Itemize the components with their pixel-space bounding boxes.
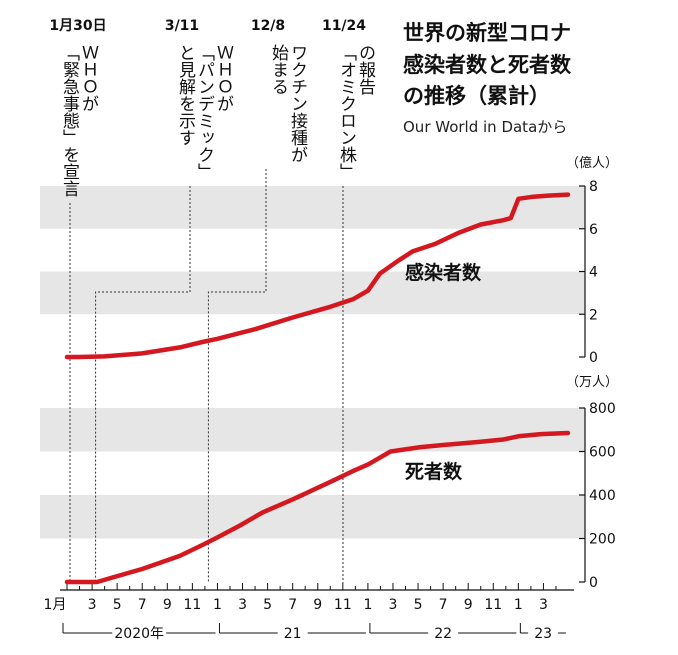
gridband <box>40 408 585 452</box>
event-text: ＷＨＯが <box>213 44 234 112</box>
x-tick-label: 7 <box>288 597 297 613</box>
event-leader-lines <box>69 169 344 583</box>
chart-title: 世界の新型コロナ 感染者数と死者数 の推移（累計） Our World in D… <box>403 21 572 136</box>
x-tick-label: 9 <box>163 597 172 613</box>
event-leader <box>207 169 267 583</box>
y-tick-label: 0 <box>589 575 598 591</box>
y-tick-label: 800 <box>589 401 616 417</box>
event-annotations: 1月30日ＷＨＯが「緊急事態」を宣言3/11ＷＨＯが「パンデミック」と見解を示す… <box>49 18 375 197</box>
x-tick-label: 11 <box>484 597 502 613</box>
y-tick-label: 2 <box>589 307 598 323</box>
x-tick-label: 11 <box>334 597 352 613</box>
y-axes: 0 2 4 6 8 0 200 400 600 800 <box>579 179 616 591</box>
x-tick-label: 3 <box>539 597 548 613</box>
event-text: 「緊急事態」を宣言 <box>59 44 80 197</box>
x-tick-label: 5 <box>113 597 122 613</box>
event-text: と見解を示す <box>175 44 196 146</box>
y-tick-label: 0 <box>589 350 598 366</box>
event-date: 3/11 <box>165 18 199 34</box>
x-tick-label: 1 <box>514 597 523 613</box>
gridband <box>40 495 585 539</box>
infected-unit-label: （億人） <box>566 155 618 171</box>
year-label: 23 <box>534 626 552 642</box>
deaths-series-label: 死者数 <box>405 460 463 483</box>
y-tick-label: 6 <box>589 222 598 238</box>
title-line-2: 感染者数と死者数 <box>403 53 572 77</box>
x-tick-label: 3 <box>88 597 97 613</box>
event-text: ＷＨＯが <box>78 44 99 112</box>
x-tick-label: 3 <box>238 597 247 613</box>
x-tick-label: 9 <box>313 597 322 613</box>
year-label: 2020年 <box>114 626 164 642</box>
event-date: 1月30日 <box>49 18 106 34</box>
event-leader <box>95 186 191 583</box>
background-bands <box>40 186 585 539</box>
y-tick-label: 600 <box>589 445 616 461</box>
series-line <box>64 192 571 360</box>
title-line-3: の推移（累計） <box>403 84 550 108</box>
y-tick-label: 400 <box>589 488 616 504</box>
x-tick-label: 1月 <box>44 597 67 613</box>
x-tick-label: 7 <box>439 597 448 613</box>
event-date: 11/24 <box>322 18 366 34</box>
y-tick-label: 4 <box>589 265 598 281</box>
event-text: の報告 <box>355 44 376 95</box>
event-text: 「パンデミック」 <box>194 44 215 180</box>
gridband <box>40 271 585 315</box>
x-tick-label: 11 <box>183 597 201 613</box>
event-date: 12/8 <box>251 18 285 34</box>
x-tick-label: 1 <box>363 597 372 613</box>
event-text: 始まる <box>268 44 289 95</box>
y-tick-label: 8 <box>589 179 598 195</box>
x-tick-label: 9 <box>464 597 473 613</box>
x-tick-label: 7 <box>138 597 147 613</box>
event-text: 「オミクロン株」 <box>336 44 357 180</box>
x-tick-label: 5 <box>414 597 423 613</box>
x-tick-label: 1 <box>213 597 222 613</box>
deaths-unit-label: （万人） <box>566 375 618 390</box>
year-label: 21 <box>284 626 302 642</box>
y-tick-label: 200 <box>589 532 616 548</box>
infected-series-label: 感染者数 <box>405 261 482 284</box>
series-lines <box>64 192 571 585</box>
x-tick-label: 3 <box>389 597 398 613</box>
series-line <box>64 430 571 585</box>
source-note: Our World in Dataから <box>403 118 567 136</box>
event-text: ワクチン接種が <box>287 44 308 163</box>
title-line-1: 世界の新型コロナ <box>403 21 571 45</box>
x-tick-label: 5 <box>263 597 272 613</box>
year-label: 22 <box>434 626 452 642</box>
